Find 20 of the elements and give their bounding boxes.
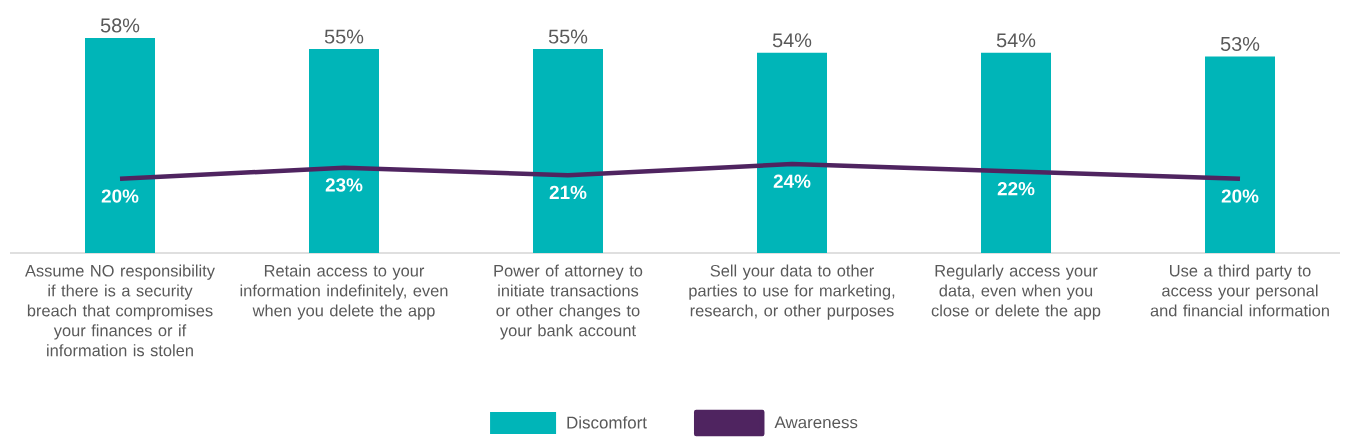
data-label: 53% [1220,36,1260,51]
data-label: 24% [773,174,811,188]
legend-label: Discomfort [567,416,647,429]
x-tick-label: Retain access to your information indefinitely, even when you delete the app [240,264,448,320]
x-tick-label: Regularly access your data, even when you close or delete the app [931,264,1101,320]
data-label: 54% [772,33,812,48]
data-label: 21% [549,185,587,200]
data-label: 22% [997,181,1035,196]
legend-label: Awareness [774,416,858,429]
data-label: 23% [325,178,363,192]
x-tick-label: Power of attorney to initiate transactions or other changes to your bank account [494,264,643,340]
data-label: 58% [100,18,140,33]
data-label: 20% [1221,189,1259,203]
data-label: 20% [101,189,139,203]
data-label: 55% [548,29,588,44]
x-tick-label: Sell your data to other parties to use for marketing, research, or other purposes [689,264,895,320]
x-tick-label: Assume NO responsibility if there is a security breach that compromises your finances or if information is stolen [25,264,215,357]
x-tick-label: Use a third party to access your personal and financial information [1150,264,1329,317]
data-label: 55% [324,29,364,44]
data-label: 54% [996,33,1036,48]
